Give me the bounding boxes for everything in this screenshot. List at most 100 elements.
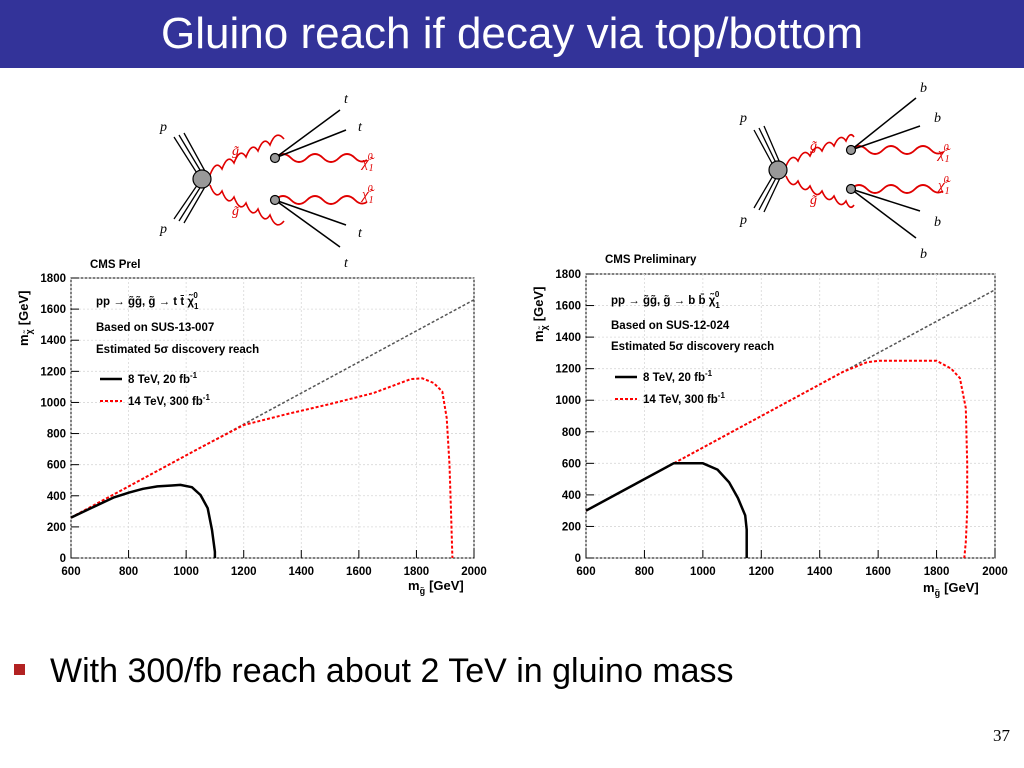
neutralino-line	[850, 145, 944, 155]
gluino-line	[785, 133, 855, 167]
production-vertex	[768, 160, 788, 180]
proton-line	[758, 175, 778, 211]
y-tick-label: 800	[562, 427, 581, 439]
reach-curve-8tev	[585, 462, 748, 558]
proton-line	[753, 173, 775, 209]
neutralino-label: χ̃10	[936, 143, 951, 165]
proton-line	[173, 180, 201, 220]
x-tick-label: 1200	[231, 566, 257, 578]
y-tick-label: 400	[47, 491, 66, 503]
x-tick-label: 1800	[404, 566, 430, 578]
reach-curve-14tev	[585, 359, 969, 559]
reach-curve-14tev	[70, 377, 454, 559]
based-on-label: Based on SUS-13-007	[96, 322, 214, 334]
y-tick-label: 1800	[40, 273, 66, 285]
x-tick-label: 1000	[690, 566, 716, 578]
x-tick-label: 800	[119, 566, 138, 578]
gluino-label: g̃	[810, 139, 817, 154]
gluino-line	[209, 134, 285, 176]
proton-line	[173, 136, 201, 179]
gluino-label: g̃	[232, 204, 239, 219]
proton-line	[758, 127, 778, 166]
y-tick-label: 1600	[40, 304, 66, 316]
quark-label: t	[344, 92, 349, 107]
y-tick-label: 1400	[555, 332, 581, 344]
proton-label: p	[739, 213, 747, 228]
y-tick-label: 400	[562, 490, 581, 502]
title-bar	[0, 0, 1024, 68]
x-tick-label: 1400	[807, 566, 833, 578]
y-tick-label: 0	[60, 553, 66, 565]
quark-line	[850, 97, 917, 151]
y-tick-label: 600	[47, 460, 66, 472]
slide-title: Gluino reach if decay via top/bottom	[161, 9, 863, 58]
gluino-line	[785, 175, 855, 209]
neutralino-label: χ̃10	[360, 152, 375, 174]
bullet-text: With 300/fb reach about 2 TeV in gluino …	[50, 652, 734, 690]
x-tick-label: 1000	[173, 566, 199, 578]
decay-vertex	[845, 183, 857, 195]
y-tick-label: 1200	[555, 364, 581, 376]
x-tick-label: 1200	[748, 566, 774, 578]
y-tick-label: 200	[562, 521, 581, 533]
gluino-label: g̃	[810, 193, 817, 208]
quark-line	[850, 188, 921, 212]
x-tick-label: 600	[61, 566, 80, 578]
legend-label-8tev: 8 TeV, 20 fb-1	[128, 371, 198, 386]
based-on-label: Based on SUS-12-024	[611, 320, 730, 332]
quark-label: b	[934, 215, 941, 230]
quark-label: t	[344, 256, 349, 271]
tick-labels: 600 800 1000 1200 1400 1600 1800 2000 0 200 400 600…	[40, 273, 486, 578]
process-label: pp → g̃g̃, g̃ → b b̄ χ̃10	[611, 290, 720, 310]
y-tick-label: 800	[47, 429, 66, 441]
y-tick-label: 1000	[40, 397, 66, 409]
x-tick-label: 1400	[288, 566, 314, 578]
bullet-square-icon	[14, 664, 25, 675]
neutralino-line	[274, 195, 368, 205]
quark-label: b	[934, 111, 941, 126]
neutralino-label: χ̃10	[936, 175, 951, 197]
proton-label: p	[159, 222, 167, 237]
y-axis-label: mχ̃[GeV]	[16, 291, 34, 346]
bullet-item: With 300/fb reach about 2 TeV in gluino …	[14, 648, 1014, 696]
proton-label: p	[159, 120, 167, 135]
y-tick-label: 600	[562, 458, 581, 470]
proton-line	[183, 184, 207, 224]
neutralino-label: χ̃10	[360, 184, 375, 206]
plot-frame	[585, 273, 996, 559]
reach-curve-8tev	[70, 483, 217, 558]
x-tick-label: 1600	[346, 566, 372, 578]
quark-line	[274, 109, 341, 159]
reach-plot-top: CMS Prel 600 800 1000 1200 1400 1600 1800 2000 0…	[16, 259, 487, 596]
estimate-label: Estimated 5σ discovery reach	[96, 344, 259, 356]
process-label: pp → g̃g̃, g̃ → t t̄ χ̃10	[96, 291, 199, 311]
quark-line	[850, 125, 921, 151]
proton-line	[763, 177, 781, 213]
legend-label-14tev: 14 TeV, 300 fb-1	[643, 391, 725, 406]
x-tick-label: 600	[576, 566, 595, 578]
quark-label: b	[920, 81, 927, 96]
y-axis-label: mχ̃[GeV]	[531, 287, 549, 342]
proton-line	[178, 182, 204, 222]
neutralino-line	[274, 153, 368, 163]
reach-plot-bottom: CMS Preliminary 600 800 1000 1200 1400 1600 18…	[531, 254, 1008, 598]
legend-label-14tev: 14 TeV, 300 fb-1	[128, 393, 210, 408]
x-axis-label: mg̃ [GeV]	[408, 578, 464, 596]
feynman-diagram-top: p p g̃ g̃ χ̃10 χ̃10 t t t t	[159, 92, 375, 271]
legend-label-8tev: 8 TeV, 20 fb-1	[643, 369, 713, 384]
quark-line	[274, 199, 341, 248]
curves	[585, 289, 996, 559]
y-tick-label: 0	[575, 553, 581, 565]
tick-labels: 600 800 1000 1200 1400 1600 1800 2000 0 200 400 600…	[555, 269, 1007, 578]
neutralino-line	[850, 184, 944, 194]
x-tick-label: 1600	[865, 566, 891, 578]
y-tick-label: 1200	[40, 366, 66, 378]
cms-header: CMS Prel	[90, 259, 141, 271]
curves	[70, 299, 475, 559]
y-tick-label: 200	[47, 522, 66, 534]
quark-line	[274, 129, 347, 159]
quark-label: t	[358, 226, 363, 241]
decay-vertex	[269, 194, 281, 206]
decay-vertex	[269, 152, 281, 164]
quark-label: b	[920, 247, 927, 262]
